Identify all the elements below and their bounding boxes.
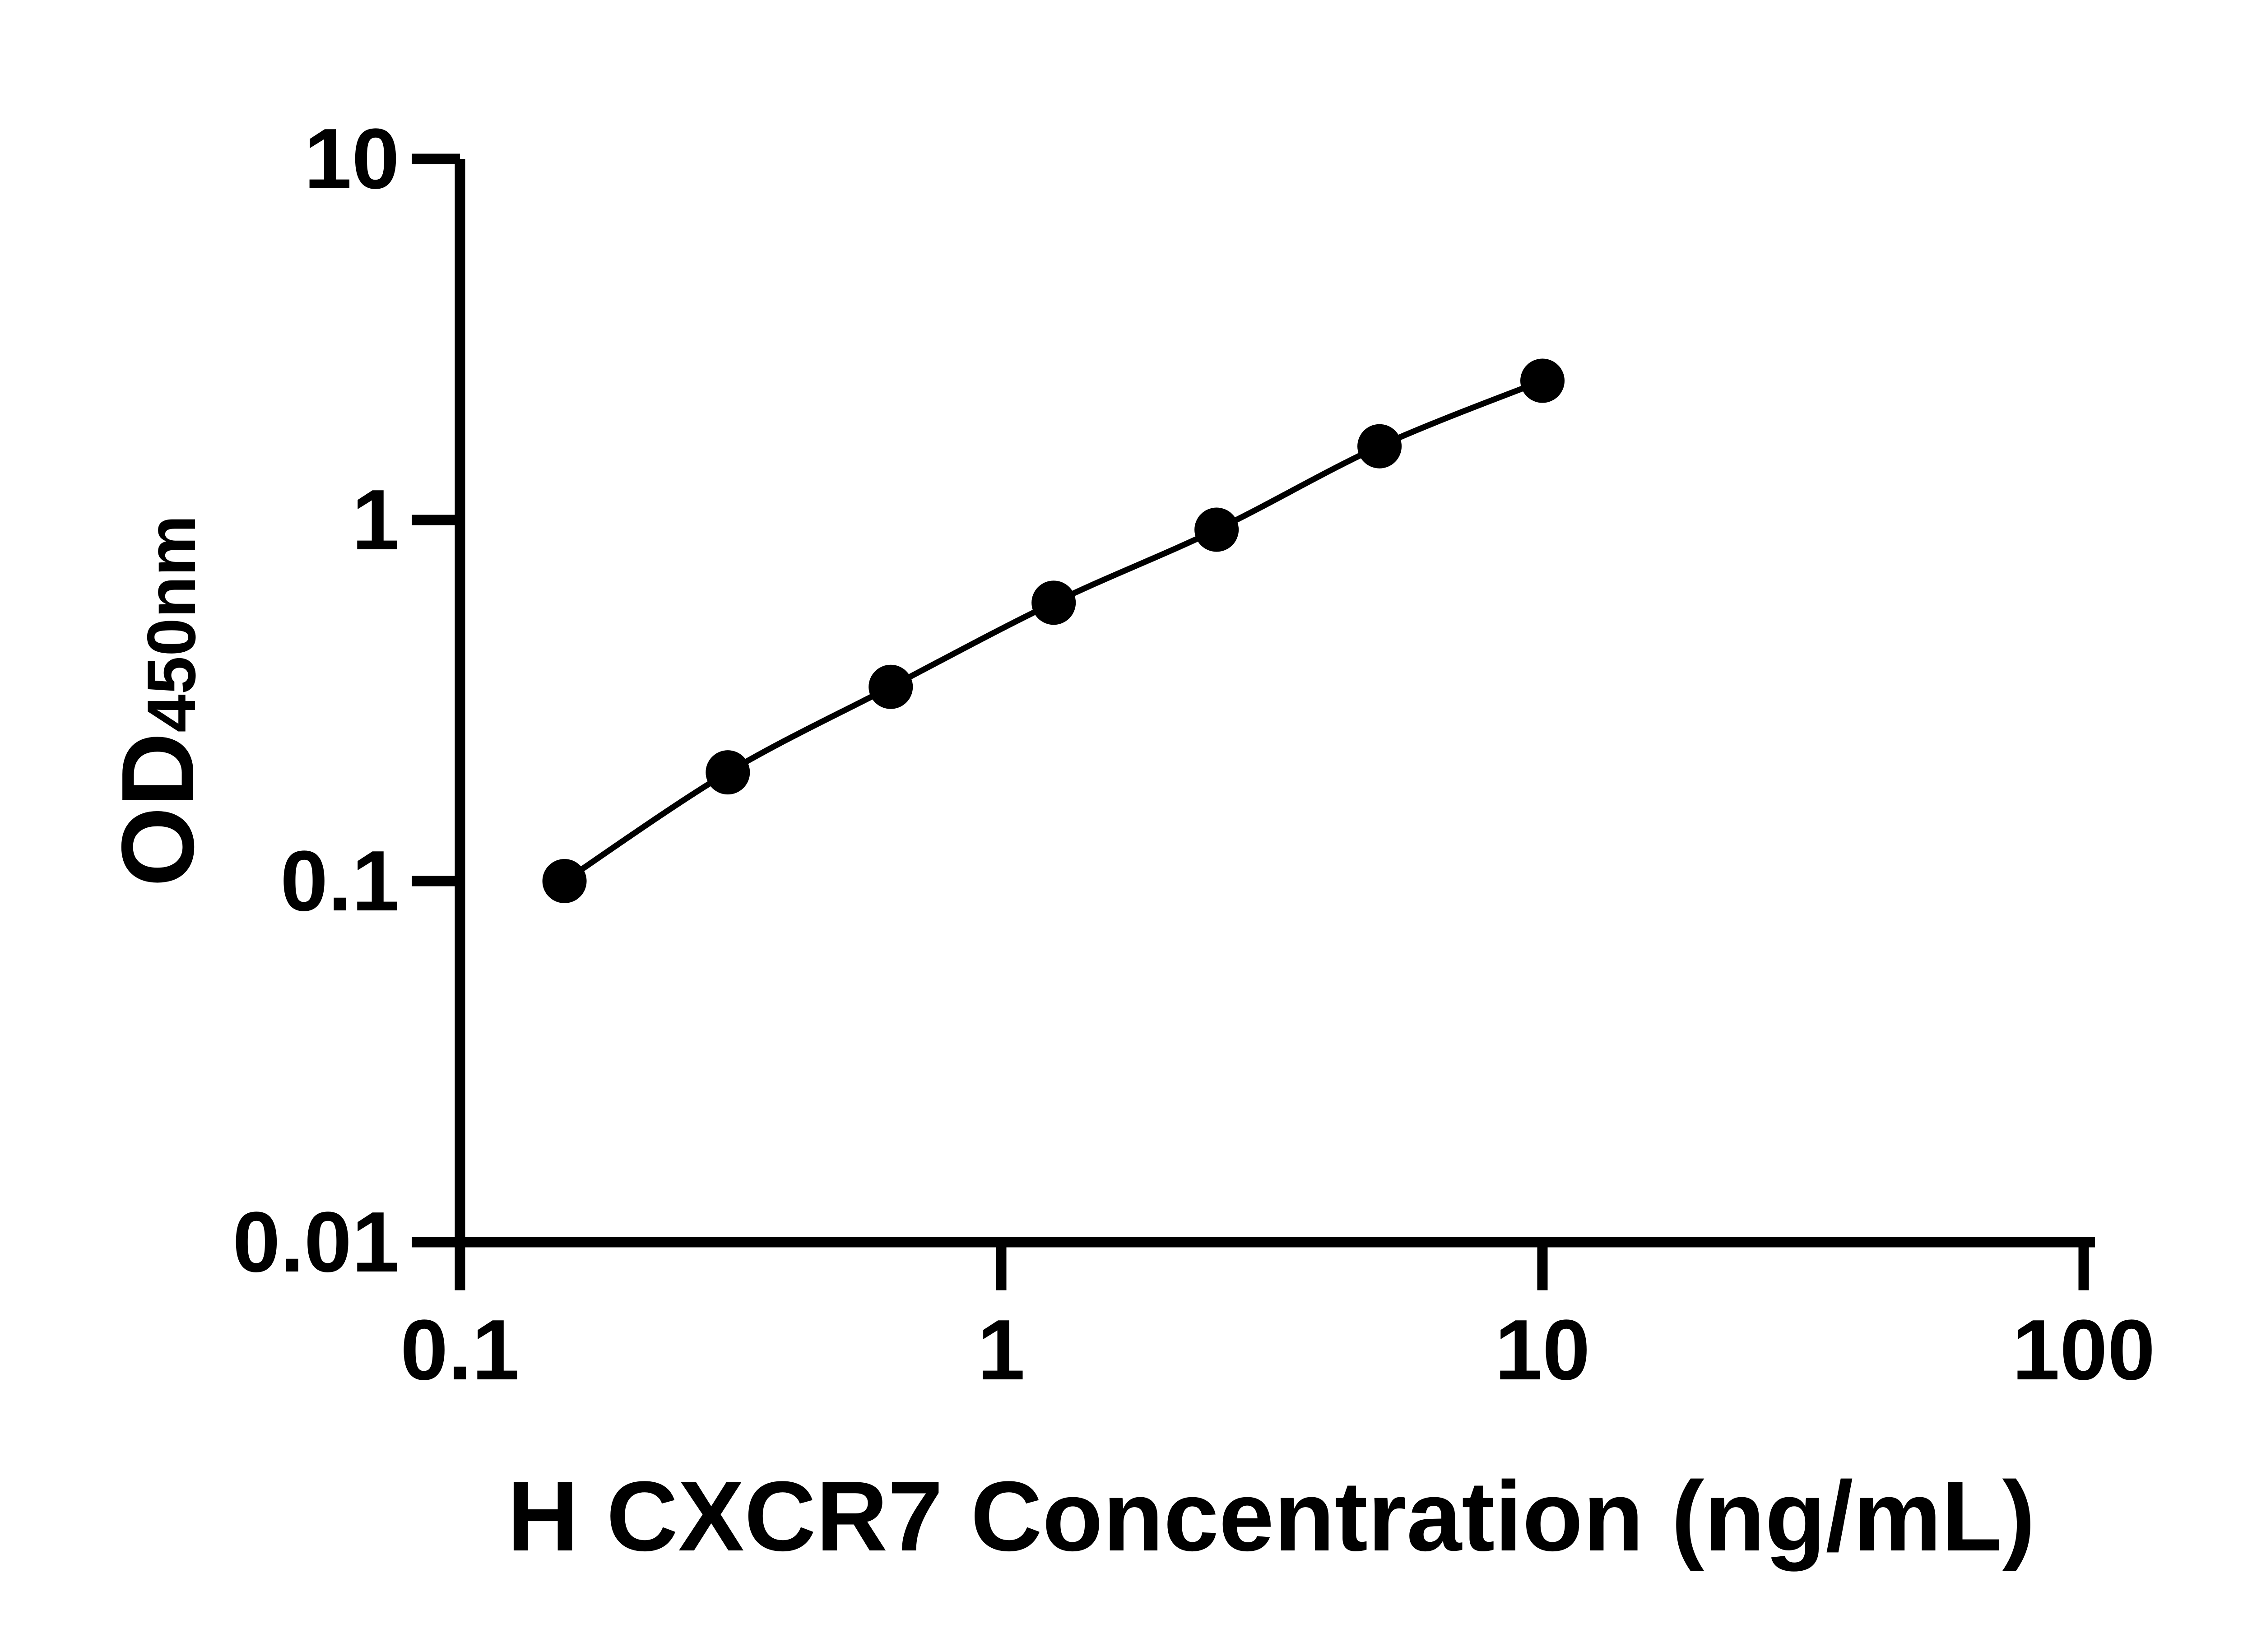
y-tick-label: 10 [304,111,399,207]
y-axis-title-subscript: 450nm [133,515,210,733]
x-tick-label: 10 [1495,1302,1590,1398]
y-tick-label: 0.1 [280,833,399,929]
data-point [706,750,750,795]
data-series [542,358,1565,903]
data-point [542,859,587,903]
data-point [1357,424,1402,469]
data-point [1031,580,1076,625]
axis-lines [455,159,2095,1248]
y-axis-title: OD450nm [101,515,215,887]
x-tick-label: 100 [2012,1302,2155,1398]
x-axis-ticks: 0.1 1 10 100 [400,1242,2155,1398]
x-tick-label: 0.1 [400,1302,520,1398]
y-tick-label: 0.01 [232,1194,399,1290]
x-axis-title: H CXCR7 Concentration (ng/mL) [507,1461,2035,1572]
y-tick-label: 1 [352,472,399,568]
y-axis-ticks: 0.01 0.1 1 10 [232,111,460,1290]
x-tick-label: 1 [977,1302,1025,1398]
data-point [868,664,913,709]
y-axis-title-main: OD [101,733,215,887]
elisa-standard-curve-figure: 0.01 0.1 1 10 0.1 1 10 100 H CXCR7 Concentrati… [18,7,2257,1652]
data-point [1520,358,1565,403]
data-point [1194,507,1239,552]
